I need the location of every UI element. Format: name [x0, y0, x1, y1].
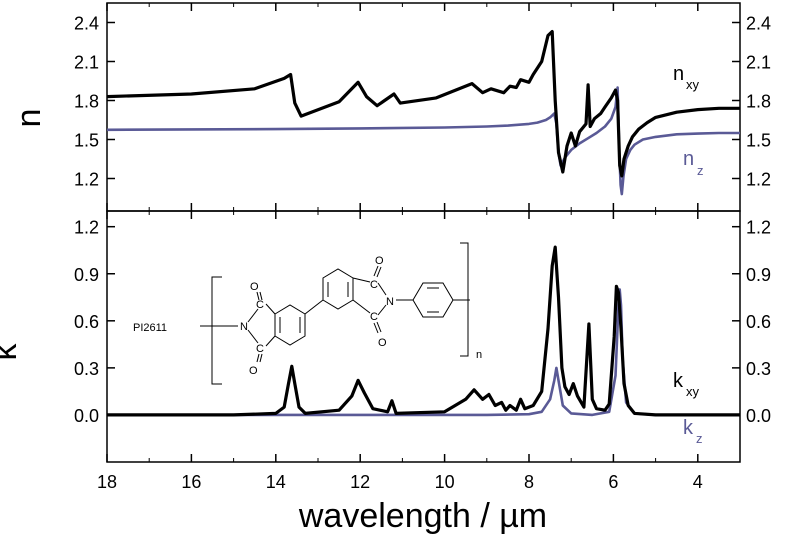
- top-series: [106, 30, 740, 196]
- svg-text:C: C: [256, 343, 264, 355]
- label-k-z: k z: [683, 417, 703, 446]
- svg-text:n: n: [673, 63, 684, 85]
- x-tick-label: 16: [181, 472, 201, 492]
- y-tick-label-left: 1.2: [74, 218, 99, 238]
- y-tick-label-right: 1.2: [746, 170, 771, 190]
- bottom-series: [107, 245, 740, 417]
- label-n-xy: n xy: [673, 63, 700, 92]
- svg-text:z: z: [696, 431, 703, 446]
- svg-text:k: k: [673, 370, 684, 392]
- y-tick-label-right: 1.2: [746, 218, 771, 238]
- svg-text:k: k: [683, 417, 694, 439]
- svg-text:n: n: [683, 148, 694, 170]
- svg-text:O: O: [378, 337, 387, 349]
- label-k-xy: k xy: [673, 370, 700, 399]
- bottom-panel-frame: [106, 210, 741, 463]
- svg-text:xy: xy: [686, 77, 700, 92]
- y-tick-label-right: 1.5: [746, 131, 771, 151]
- x-tick-label: 14: [266, 472, 286, 492]
- polymer-name: PI2611: [133, 322, 167, 334]
- svg-text:N: N: [240, 321, 248, 333]
- series-line-n-z: [106, 86, 740, 196]
- bottom-panel: 18 16 14 12 10 8 6 4 0.0 0.0 0.3 0.3 0.6 0.6 0.9 0.9 1.2…: [0, 210, 771, 535]
- y-tick-label-right: 0.3: [746, 359, 771, 379]
- x-tick-label: 18: [97, 472, 117, 492]
- x-tick-label: 12: [350, 472, 370, 492]
- y-tick-label-right: 0.9: [746, 265, 771, 285]
- bottom-ylabel: k: [0, 343, 24, 361]
- y-tick-label-left: 0.9: [74, 265, 99, 285]
- svg-text:O: O: [249, 365, 258, 377]
- y-tick-label-right: 2.1: [746, 53, 771, 73]
- y-tick-label-left: 0.6: [74, 312, 99, 332]
- svg-text:O: O: [250, 281, 259, 293]
- svg-text:z: z: [697, 163, 704, 178]
- series-line-n-xy: [106, 30, 740, 178]
- svg-text:C: C: [370, 311, 378, 323]
- svg-text:C: C: [370, 279, 378, 291]
- left-bracket: [211, 276, 222, 385]
- y-tick-label-right: 1.8: [746, 92, 771, 112]
- y-tick-label-left: 0.0: [74, 406, 99, 426]
- y-tick-label-right: 0.0: [746, 406, 771, 426]
- series-line-k-z: [107, 288, 740, 417]
- top-panel-frame: [106, 2, 741, 212]
- x-tick-label: 10: [435, 472, 455, 492]
- y-tick-label-left: 1.2: [74, 170, 99, 190]
- svg-text:O: O: [375, 255, 384, 267]
- chemical-structure: PI2611 N C C O O C C N: [133, 242, 482, 385]
- svg-text:C: C: [256, 299, 264, 311]
- x-tick-label: 8: [524, 472, 534, 492]
- svg-text:xy: xy: [686, 384, 700, 399]
- x-tick-label: 4: [693, 472, 703, 492]
- y-tick-label-left: 1.5: [74, 131, 99, 151]
- y-tick-label-left: 2.1: [74, 53, 99, 73]
- y-tick-label-right: 2.4: [746, 14, 771, 34]
- top-panel: 1.2 1.2 1.5 1.5 1.8 1.8 2.1 2.1 2.4 2.4 n n xy n …: [10, 2, 771, 212]
- top-ticks: 1.2 1.2 1.5 1.5 1.8 1.8 2.1 2.1 2.4 2.4: [74, 3, 771, 211]
- top-ylabel: n: [10, 109, 48, 128]
- y-tick-label-left: 0.3: [74, 359, 99, 379]
- svg-text:N: N: [386, 296, 394, 308]
- y-tick-label-left: 1.8: [74, 92, 99, 112]
- y-tick-label-right: 0.6: [746, 312, 771, 332]
- bottom-ticks: 18 16 14 12 10 8 6 4 0.0 0.0 0.3 0.3 0.6 0.6 0.9 0.9 1.2…: [74, 211, 771, 492]
- series-line-k-xy: [107, 245, 740, 417]
- y-tick-label-left: 2.4: [74, 14, 99, 34]
- left-benzene: [274, 304, 306, 346]
- xlabel: wavelength / µm: [298, 497, 547, 535]
- x-tick-label: 6: [608, 472, 618, 492]
- repeat-subscript: n: [476, 349, 482, 361]
- label-n-z: n z: [683, 148, 704, 178]
- right-bracket: [460, 242, 469, 357]
